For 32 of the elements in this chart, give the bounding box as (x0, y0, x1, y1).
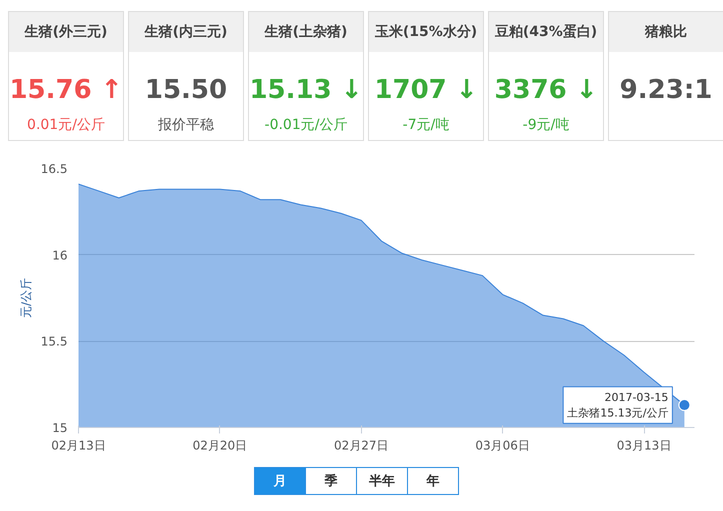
text: 15.13 ↓ (249, 74, 363, 107)
text: 报价平稳 (157, 116, 215, 136)
text: -7元/吨 (402, 116, 450, 136)
text: -0.01元/公斤 (264, 116, 348, 136)
y-axis-title: 元/公斤 (18, 278, 33, 318)
category-label: 半年 (356, 467, 408, 495)
text: 15.76 ↑ (9, 74, 123, 107)
text: 9.23:1 (618, 74, 714, 107)
category-label: 季 (305, 467, 357, 495)
x-tick-label: 02月27日 (334, 438, 389, 452)
text: 15.50 (144, 74, 228, 107)
text: 玉米(15%水分) (369, 12, 483, 52)
category-label: 年 (407, 467, 459, 495)
y-tick-label: 16.5 (40, 162, 68, 176)
text: 生猪(土杂猪) (249, 12, 363, 52)
text: 3376 ↓ (493, 74, 599, 107)
x-tick-label: 03月06日 (475, 438, 530, 452)
text: 生猪(内三元) (129, 12, 243, 52)
x-tick-label: 02月13日 (51, 438, 106, 452)
text: -9元/吨 (522, 116, 570, 136)
y-tick-label: 16 (52, 248, 68, 262)
text: 0.01元/公斤 (26, 116, 106, 136)
text: 猪粮比 (609, 12, 723, 52)
x-tick-label: 02月20日 (192, 438, 248, 452)
y-tick-label: 15 (52, 421, 68, 435)
text: 1707 ↓ (373, 74, 479, 107)
text: 豆粕(43%蛋白) (489, 12, 603, 52)
x-tick-label: 03月13日 (616, 438, 672, 452)
category-label: 月 (254, 467, 306, 495)
annotation: 2017-03-15 土杂猪15.13元/公斤 (567, 390, 668, 420)
y-tick-label: 15.5 (40, 334, 68, 349)
text: 生猪(外三元) (9, 12, 123, 52)
